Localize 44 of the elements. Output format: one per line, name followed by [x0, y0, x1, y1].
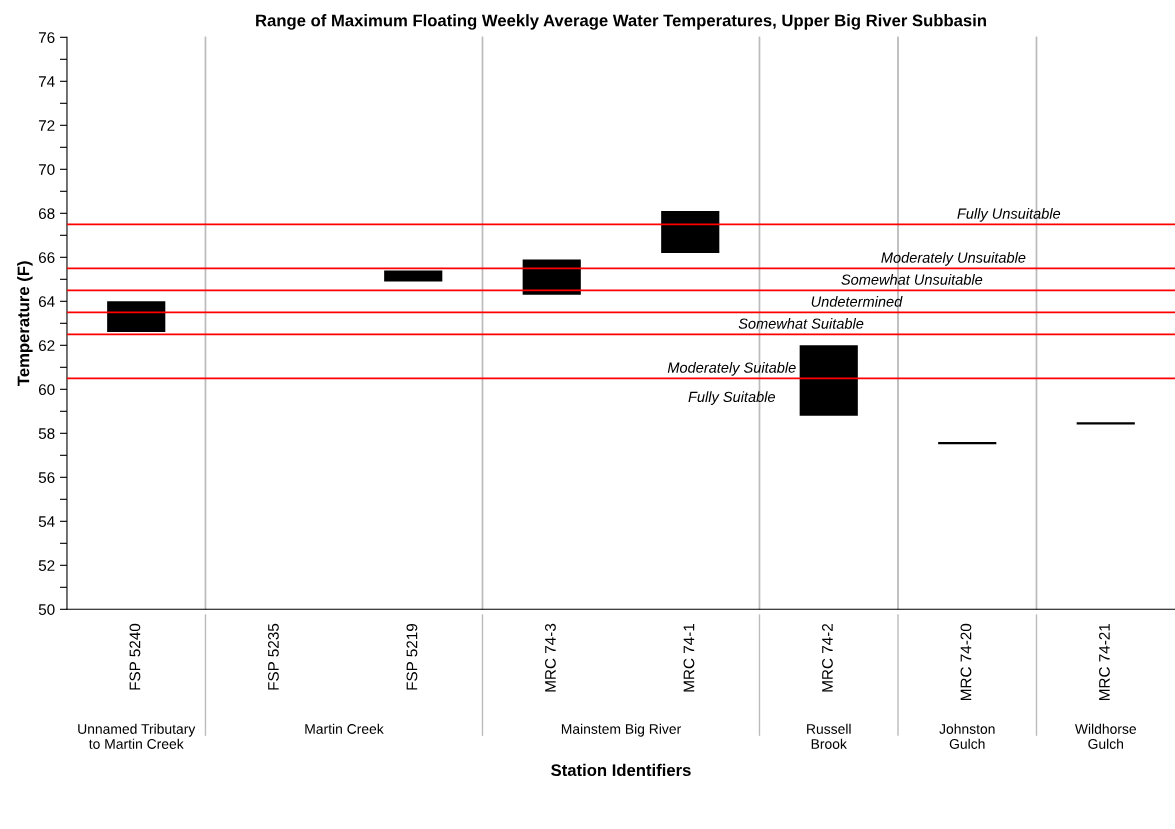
annotation: Fully Suitable — [688, 391, 776, 405]
x-axis-title: Station Identifiers — [551, 763, 691, 777]
ref-line-label: Somewhat Suitable — [738, 318, 864, 329]
x-tick-label: FSP 5240 — [129, 623, 141, 690]
x-tick-label: MRC 74-20 — [960, 623, 972, 701]
text: Martin Creek — [305, 723, 384, 734]
ref-line-label: Undetermined — [811, 296, 903, 307]
x-tick-label: MRC 74-21 — [1099, 623, 1110, 701]
bar — [1076, 422, 1135, 425]
y-tick-label: 56 — [38, 472, 55, 483]
chart-title: Range of Maximum Floating Weekly Average Water Temperatures, Upper Big River Subbasin — [256, 14, 986, 30]
y-tick-label: 50 — [38, 604, 55, 615]
x-tick-label: MRC 74-3 — [545, 623, 556, 692]
y-tick-label: 52 — [38, 560, 55, 571]
x-tick-label: FSP 5235 — [268, 623, 279, 690]
x-tick-label: MRC 74-1 — [683, 623, 695, 692]
y-tick-label: 58 — [38, 428, 55, 439]
bar — [107, 301, 166, 333]
y-tick-label: 68 — [38, 208, 55, 219]
x-tick-label: FSP 5219 — [406, 623, 418, 690]
text: Mainstem Big River — [561, 723, 681, 737]
y-tick-label: 76 — [38, 32, 55, 43]
bar — [384, 270, 443, 282]
y-tick-label: 54 — [38, 516, 55, 527]
y-tick-label: 66 — [38, 252, 55, 263]
text: Russell Brook — [807, 723, 851, 749]
y-tick-label: 74 — [38, 76, 55, 87]
ref-line-label: Fully Unsuitable — [957, 208, 1061, 222]
ref-line-label: Moderately Suitable — [667, 362, 796, 376]
x-tick-label: MRC 74-2 — [822, 623, 833, 692]
text: Wildhorse Gulch — [1074, 723, 1137, 749]
bar — [661, 211, 720, 253]
bar — [938, 442, 997, 445]
ref-line-label: Moderately Unsuitable — [881, 252, 1026, 266]
y-tick-label: 70 — [38, 164, 55, 175]
y-tick-label: 64 — [38, 296, 55, 307]
y-tick-label: 60 — [38, 384, 55, 395]
text: Unnamed Tributary to Martin Creek — [78, 723, 196, 749]
y-axis-title: Temperature (F) — [17, 261, 33, 386]
text: Johnston Gulch — [939, 723, 995, 749]
y-tick-label: 62 — [38, 340, 55, 351]
bar — [799, 345, 858, 416]
ref-line-label: Somewhat Unsuitable — [841, 274, 983, 285]
y-tick-label: 72 — [38, 120, 55, 131]
